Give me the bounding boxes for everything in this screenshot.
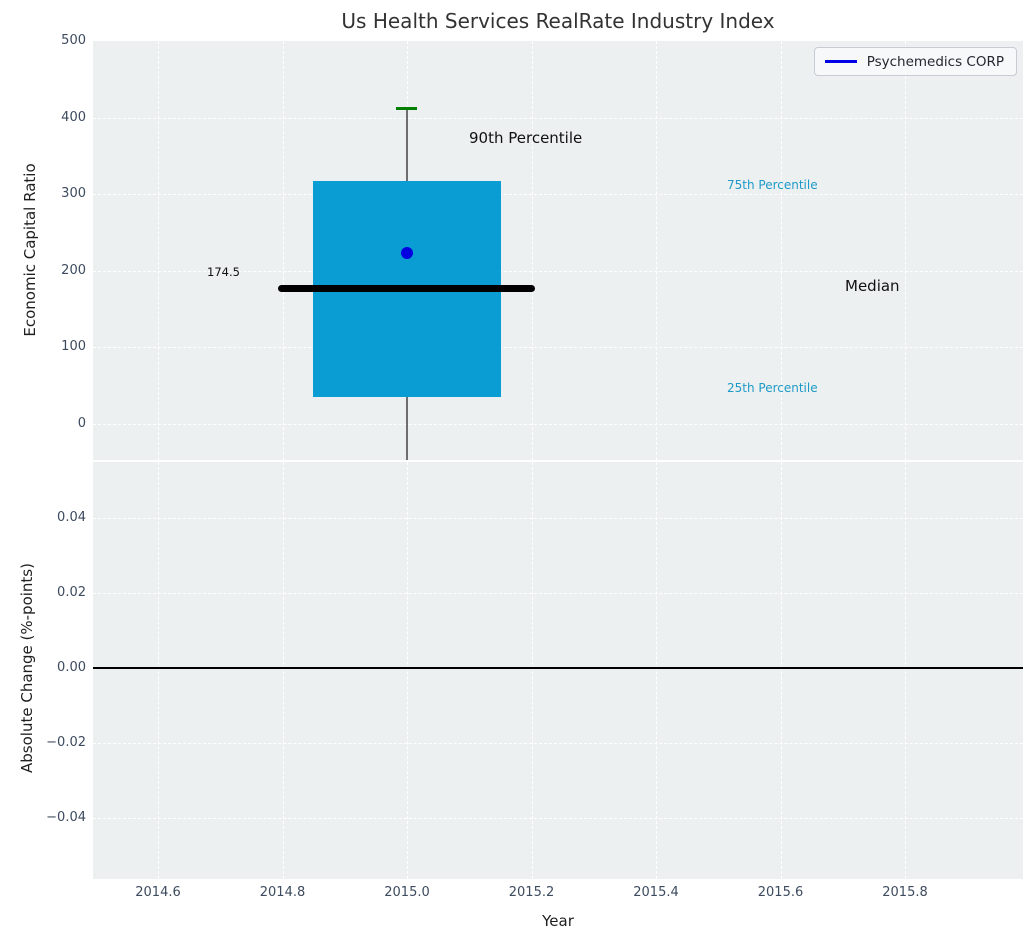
y-tick-label: 0.00 — [57, 660, 86, 675]
y-tick-label: 400 — [61, 109, 86, 125]
y-tick-label: 300 — [61, 186, 86, 201]
y-tick-label: 0 — [77, 415, 86, 431]
x-tick-label: 2015.8 — [882, 885, 928, 900]
y-tick-label: 200 — [61, 262, 86, 278]
gridline-v — [780, 462, 782, 879]
gridline-h — [93, 743, 1023, 744]
gridline-v — [780, 41, 782, 460]
y-tick-label: −0.04 — [46, 810, 86, 825]
median-line — [278, 285, 535, 292]
gridline-v — [158, 462, 159, 879]
legend-label: Psychemedics CORP — [866, 53, 1004, 70]
annotation-25th-percentile: 25th Percentile — [727, 381, 818, 395]
gridline-h — [93, 347, 1023, 348]
gridline-v — [905, 462, 906, 879]
annotation-75th-percentile: 75th Percentile — [727, 178, 818, 192]
gridline-v — [282, 41, 284, 460]
gridline-h — [93, 593, 1023, 594]
x-tick-label: 2014.8 — [259, 885, 306, 900]
y-tick-label: 100 — [61, 339, 86, 354]
y-tick-label: −0.02 — [46, 735, 86, 750]
legend: Psychemedics CORP — [813, 47, 1017, 76]
x-tick-label: 2015.6 — [757, 885, 804, 900]
gridline-v — [656, 462, 657, 879]
gridline-h — [93, 518, 1023, 519]
gridline-h — [93, 818, 1023, 819]
x-tick-label: 2015.4 — [633, 885, 679, 900]
gridline-v — [407, 462, 408, 879]
legend-line-sample — [824, 60, 857, 63]
gridline-v — [905, 41, 906, 460]
chart-title: Us Health Services RealRate Industry Ind… — [341, 9, 775, 33]
gridline-v — [531, 462, 533, 879]
zero-reference-line — [93, 667, 1023, 669]
gridline-h — [93, 117, 1023, 119]
gridline-h — [93, 194, 1023, 195]
bottom-axes-absolute-change — [93, 462, 1023, 879]
y-axis-label-bottom: Absolute Change (%-points) — [18, 563, 36, 773]
y-tick-label: 0.04 — [57, 510, 86, 525]
x-axis-label: Year — [542, 912, 574, 930]
whisker-cap-90th-percentile — [396, 107, 417, 110]
gridline-v — [531, 41, 533, 460]
top-axes-economic-capital-ratio: 90th Percentile 174.5 75th Percentile Me… — [93, 41, 1023, 460]
annotation-median: Median — [845, 277, 900, 295]
annotation-median-value: 174.5 — [207, 265, 240, 279]
gridline-v — [158, 41, 159, 460]
company-value-dot — [401, 247, 413, 259]
x-tick-label: 2015.2 — [508, 885, 555, 900]
x-tick-label: 2014.6 — [135, 885, 181, 900]
annotation-90th-percentile: 90th Percentile — [469, 129, 583, 147]
x-tick-label: 2015.0 — [384, 885, 430, 900]
gridline-h — [93, 423, 1023, 425]
gridline-h — [93, 270, 1023, 272]
y-axis-label-top: Economic Capital Ratio — [21, 163, 39, 337]
y-tick-label: 500 — [61, 33, 86, 48]
gridline-v — [282, 462, 284, 879]
gridline-v — [656, 41, 657, 460]
y-tick-label: 0.02 — [57, 585, 86, 600]
